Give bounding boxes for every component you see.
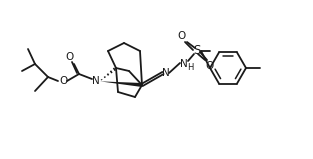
- Text: N: N: [92, 76, 100, 86]
- Text: N: N: [162, 68, 170, 78]
- Text: O: O: [178, 31, 186, 41]
- Polygon shape: [100, 81, 142, 87]
- Text: S: S: [193, 45, 201, 58]
- Text: O: O: [206, 61, 214, 71]
- Text: O: O: [66, 52, 74, 62]
- Text: O: O: [59, 76, 67, 86]
- Text: H: H: [187, 62, 193, 72]
- Text: N: N: [180, 59, 188, 69]
